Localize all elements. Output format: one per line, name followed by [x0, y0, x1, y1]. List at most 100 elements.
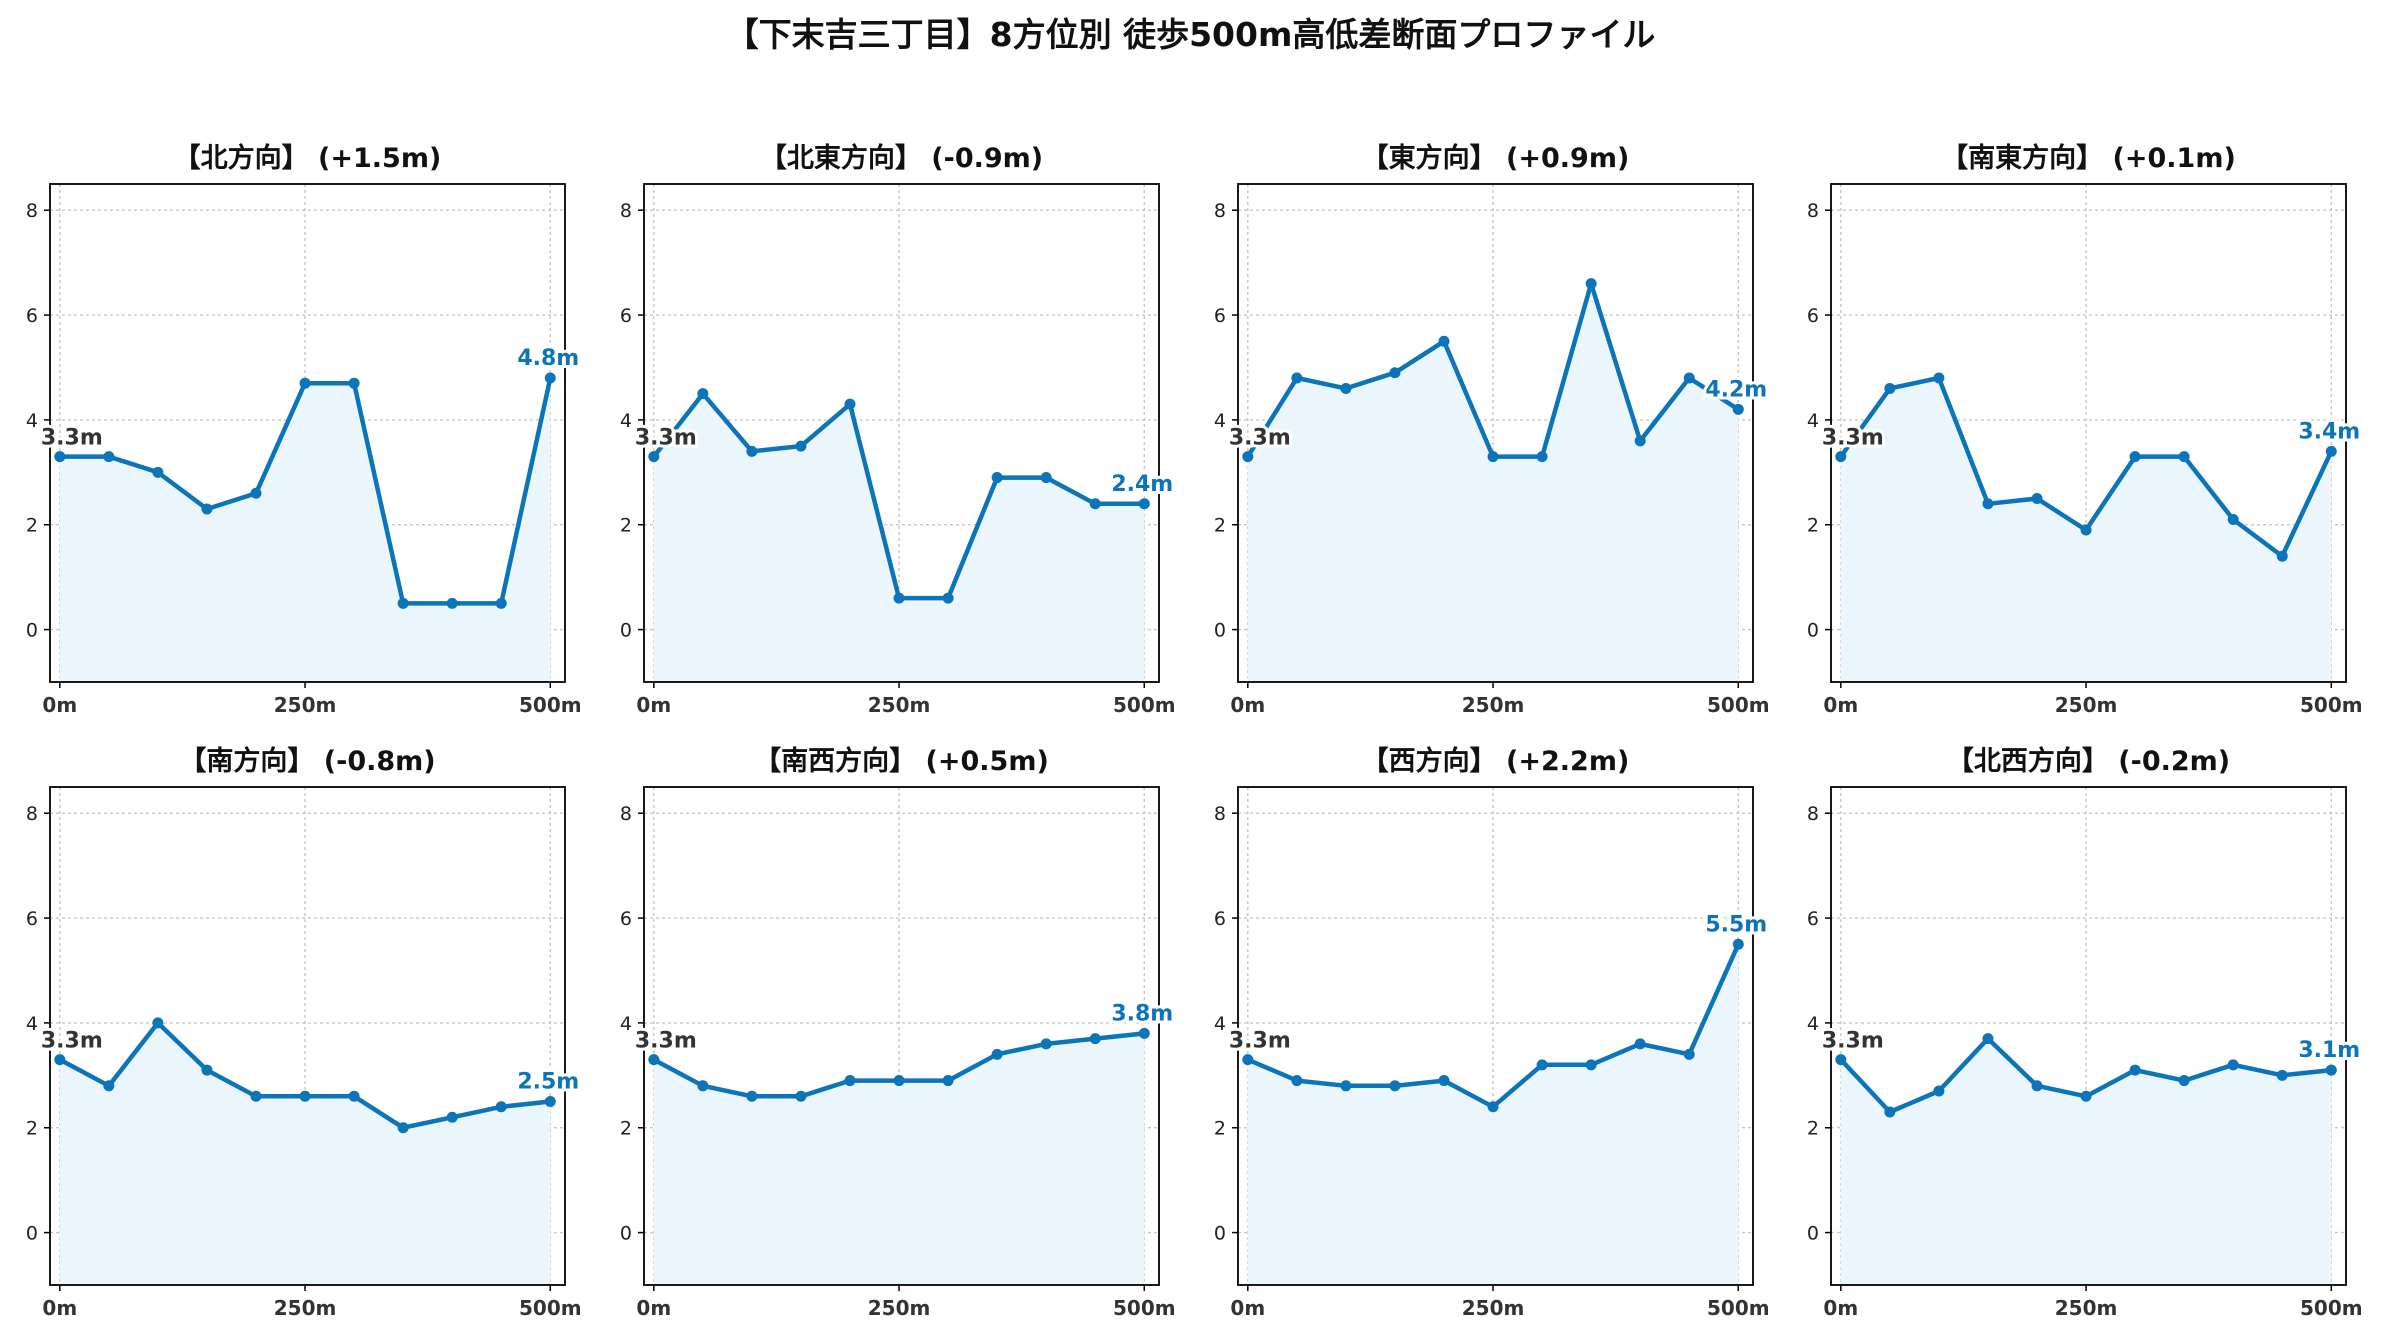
y-tick-label: 4: [26, 1013, 38, 1035]
y-tick-label: 0: [1214, 1223, 1226, 1245]
x-tick-label: 0m: [636, 693, 671, 717]
end-elevation-label: 3.1m: [2298, 1038, 2360, 1063]
profile-panel: 0 2 4 6 8 0m 250m 500m 【北東方向】 (-0.9m) 3.3m 2.4m: [620, 142, 1176, 717]
plot-frame: [1830, 786, 2347, 1286]
start-elevation-label: 3.3m: [1229, 1029, 1291, 1054]
profile-point: [2178, 451, 2190, 463]
panel-title: 【南西方向】 (+0.5m): [754, 745, 1049, 777]
y-tick-label: 4: [1807, 1013, 1819, 1035]
panel-title: 【南東方向】 (+0.1m): [1941, 142, 2236, 174]
profile-point: [2325, 445, 2337, 457]
end-elevation-label: 5.5m: [1705, 912, 1767, 937]
profile-point: [1884, 1106, 1896, 1118]
profile-point: [893, 592, 905, 604]
x-tick-label: 0m: [1230, 693, 1265, 717]
profile-point: [1933, 1085, 1945, 1097]
profile-point: [2080, 524, 2092, 536]
x-tick-label: 0m: [1823, 693, 1858, 717]
y-tick-label: 8: [620, 200, 632, 222]
y-tick-label: 8: [1214, 803, 1226, 825]
profile-point: [2080, 1090, 2092, 1102]
profile-area-fill: [1247, 944, 1739, 1285]
profile-point: [544, 372, 556, 384]
profile-point: [2129, 451, 2141, 463]
y-tick-label: 8: [620, 803, 632, 825]
profile-point: [1089, 1033, 1101, 1045]
profile-point: [746, 1090, 758, 1102]
profile-point: [1242, 451, 1254, 463]
figure-title: 【下末吉三丁目】8方位別 徒歩500m高低差断面プロファイル: [725, 15, 1656, 54]
profile-point: [1487, 451, 1499, 463]
y-tick-label: 2: [1807, 1118, 1819, 1140]
profile-point: [1732, 938, 1744, 950]
y-tick-label: 2: [26, 1118, 38, 1140]
panel-title: 【東方向】 (+0.9m): [1362, 142, 1630, 174]
y-tick-label: 8: [1807, 200, 1819, 222]
profile-point: [1835, 451, 1847, 463]
plot-frame: [643, 786, 1160, 1286]
x-tick-label: 500m: [1707, 693, 1770, 717]
profile-point: [746, 445, 758, 457]
x-tick-label: 0m: [636, 1296, 671, 1320]
profile-panel: 0 2 4 6 8 0m 250m 500m 【北方向】 (+1.5m) 3.3m 4.8m: [26, 142, 582, 717]
profile-point: [1634, 1038, 1646, 1050]
profile-point: [1389, 367, 1401, 379]
profile-point: [201, 503, 213, 515]
profile-point: [250, 487, 262, 499]
plot-frame: [1830, 183, 2347, 683]
x-tick-label: 0m: [42, 1296, 77, 1320]
profile-point: [1585, 1059, 1597, 1071]
x-tick-label: 500m: [2300, 693, 2363, 717]
profile-point: [348, 377, 360, 389]
profile-point: [942, 1075, 954, 1087]
profile-point: [844, 1075, 856, 1087]
x-tick-label: 250m: [868, 693, 931, 717]
y-tick-label: 6: [620, 305, 632, 327]
profile-point: [795, 1090, 807, 1102]
profile-point: [1585, 278, 1597, 290]
profile-point: [1884, 382, 1896, 394]
profile-point: [397, 1122, 409, 1134]
profile-point: [795, 440, 807, 452]
y-tick-label: 8: [1807, 803, 1819, 825]
y-tick-label: 4: [26, 410, 38, 432]
end-elevation-label: 3.4m: [2298, 419, 2360, 444]
profile-point: [1291, 372, 1303, 384]
profile-point: [103, 451, 115, 463]
profile-point: [1438, 335, 1450, 347]
panel-title: 【北方向】 (+1.5m): [174, 142, 442, 174]
start-elevation-label: 3.3m: [1229, 426, 1291, 451]
plot-frame: [1237, 786, 1754, 1286]
profile-point: [1536, 451, 1548, 463]
y-tick-label: 4: [1807, 410, 1819, 432]
profile-point: [648, 1054, 660, 1066]
x-tick-label: 500m: [2300, 1296, 2363, 1320]
y-tick-label: 6: [620, 908, 632, 930]
x-tick-label: 0m: [1230, 1296, 1265, 1320]
start-elevation-label: 3.3m: [41, 426, 103, 451]
profile-point: [2276, 550, 2288, 562]
profile-point: [1242, 1054, 1254, 1066]
y-tick-label: 6: [1214, 305, 1226, 327]
profile-point: [648, 451, 660, 463]
y-tick-label: 6: [1214, 908, 1226, 930]
y-tick-label: 0: [1807, 620, 1819, 642]
x-tick-label: 500m: [519, 1296, 582, 1320]
profile-point: [495, 1101, 507, 1113]
x-tick-label: 500m: [519, 693, 582, 717]
panel-title: 【北東方向】 (-0.9m): [760, 142, 1043, 174]
profile-area-fill: [59, 1022, 551, 1285]
profile-point: [991, 1048, 1003, 1060]
profile-point: [152, 466, 164, 478]
profile-point: [1340, 1080, 1352, 1092]
start-elevation-label: 3.3m: [1822, 1029, 1884, 1054]
profile-point: [2031, 493, 2043, 505]
profile-area-fill: [1247, 283, 1739, 682]
profile-point: [397, 597, 409, 609]
profile-point: [495, 597, 507, 609]
profile-point: [348, 1090, 360, 1102]
profile-point: [2325, 1064, 2337, 1076]
profile-point: [2227, 513, 2239, 525]
y-tick-label: 8: [1214, 200, 1226, 222]
profile-point: [1683, 1048, 1695, 1060]
